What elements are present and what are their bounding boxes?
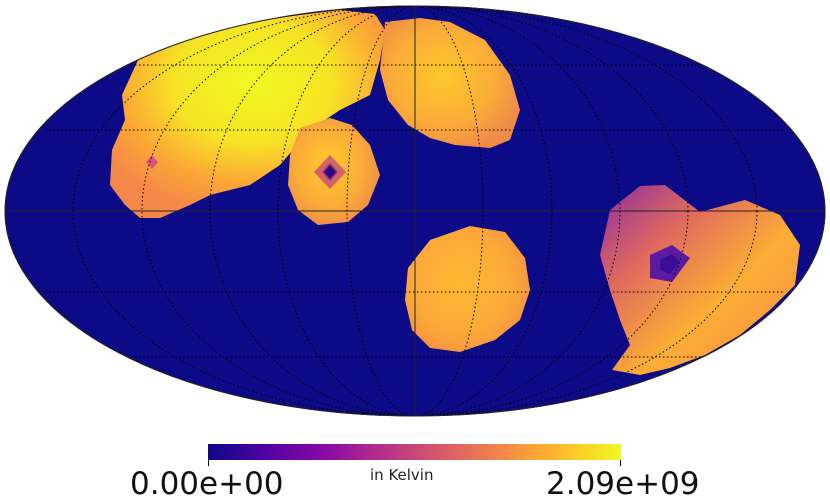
colorbar-unit-label: in Kelvin bbox=[370, 466, 434, 484]
region-spot-core bbox=[324, 165, 336, 179]
region-south-center bbox=[405, 226, 530, 352]
colorbar bbox=[208, 444, 621, 460]
sky-map bbox=[4, 5, 826, 417]
region-north-west bbox=[110, 10, 385, 218]
colorbar-max-tick bbox=[620, 460, 621, 466]
region-east bbox=[600, 185, 800, 375]
graticule bbox=[5, 6, 825, 416]
colorbar-min-label: 0.00e+00 bbox=[130, 466, 284, 502]
region-east-core-inner bbox=[660, 254, 680, 274]
colorbar-min-tick bbox=[208, 460, 209, 466]
sphere-outline bbox=[4, 5, 826, 417]
colorbar-max-label: 2.09e+09 bbox=[546, 466, 700, 502]
